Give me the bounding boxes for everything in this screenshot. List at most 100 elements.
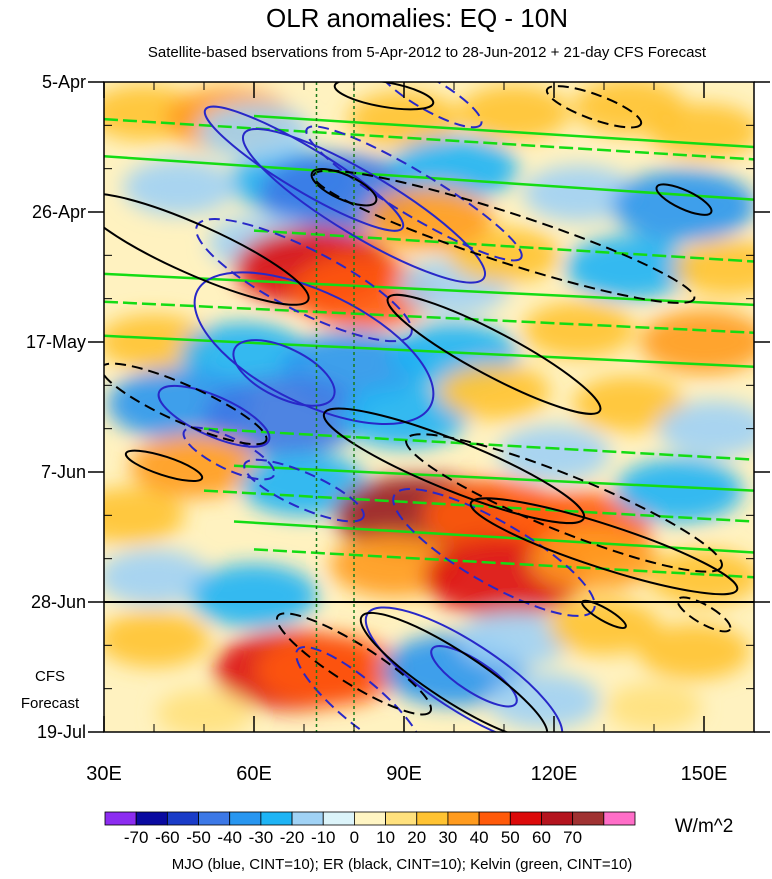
chart-subtitle: Satellite-based bservations from 5-Apr-2…: [148, 44, 707, 61]
anomaly-blob-36: [615, 458, 743, 523]
anomaly-blob-47: [458, 611, 570, 668]
anomaly-blob-39: [530, 526, 658, 591]
mjo-contour-12: [375, 82, 483, 129]
colorbar-box-9: [385, 811, 418, 826]
anomaly-blob-50: [488, 673, 600, 730]
y-tick-label-2: 17-May: [26, 332, 86, 352]
y-tick-label-0: 5-Apr: [42, 72, 86, 92]
contour-legend-footer: MJO (blue, CINT=10); ER (black, CINT=10)…: [172, 856, 633, 873]
anomaly-blob-49: [638, 623, 750, 680]
reference-lines: [315, 82, 355, 732]
mjo-contours: [157, 82, 596, 732]
colorbar-box-2: [166, 811, 199, 826]
mjo-contour-10: [392, 488, 596, 617]
anomaly-blob-41: [104, 549, 210, 606]
anomaly-blob-45: [257, 634, 401, 707]
mjo-contour-1: [241, 127, 487, 284]
er-contours: [104, 82, 739, 732]
anomaly-blob-48: [548, 598, 660, 655]
anomaly-blob-53: [365, 186, 493, 251]
anomaly-blob-19: [180, 322, 308, 387]
colorbar-box-7: [322, 811, 355, 826]
colorbar-box-10: [416, 811, 449, 826]
anomaly-blob-23: [640, 310, 754, 374]
anomaly-blob-29: [658, 400, 754, 457]
anomaly-blob-56: [104, 487, 185, 544]
y-tick-label-3: 7-Jun: [41, 462, 86, 482]
colorbar-box-4: [229, 811, 262, 826]
kelvin-contour-3: [253, 229, 754, 263]
kelvin-contour-8: [233, 464, 754, 492]
x-tick-label-2: 90E: [386, 763, 422, 785]
colorbar-label-3: -40: [217, 828, 242, 847]
colorbar: -70 -60 -50 -40 -30 -20 -10 0 10 20 30 40 50 60 70: [104, 811, 636, 847]
anomaly-blob-51: [156, 689, 252, 732]
colorbar-label-1: -60: [155, 828, 180, 847]
er-contour-1: [310, 168, 378, 207]
mjo-contour-6: [430, 645, 518, 708]
anomaly-blob-5: [648, 103, 754, 160]
er-contour-15: [676, 596, 732, 633]
kelvin-contour-2: [253, 114, 754, 149]
colorbar-label-11: 40: [470, 828, 489, 847]
colorbar-label-14: 70: [563, 828, 582, 847]
mjo-contour-11: [295, 646, 423, 732]
colorbar-box-8: [354, 811, 386, 826]
forecast-label-line-1: CFS: [35, 668, 65, 685]
mjo-contour-4: [157, 384, 271, 448]
mjo-contour-0: [203, 105, 405, 232]
mjo-contour-7: [195, 218, 413, 343]
anomaly-blob-57: [673, 239, 754, 296]
y-tick-label-1: 26-Apr: [32, 202, 86, 222]
plot-frame: [103, 81, 755, 733]
colorbar-box-14: [541, 811, 574, 826]
er-contour-12: [405, 433, 723, 573]
er-contour-3: [386, 293, 602, 415]
anomaly-blob-10: [523, 165, 635, 222]
colorbar-box-5: [260, 811, 293, 826]
colorbar-label-8: 10: [376, 828, 395, 847]
x-tick-label-1: 60E: [236, 763, 272, 785]
er-contour-14: [545, 85, 643, 129]
kelvin-contour-4: [104, 272, 754, 307]
colorbar-box-15: [572, 811, 605, 826]
colorbar-box-11: [447, 811, 480, 826]
anomaly-blob-14: [292, 256, 436, 329]
mjo-contour-9: [243, 458, 365, 523]
anomaly-blob-8: [123, 159, 235, 216]
y-tick-label-4: 28-Jun: [31, 592, 86, 612]
er-contour-13: [275, 612, 433, 716]
x-tick-label-0: 30E: [86, 763, 122, 785]
anomaly-blob-54: [198, 103, 310, 160]
anomaly-field: [104, 82, 754, 732]
anomaly-blob-42: [190, 563, 318, 628]
colorbar-label-12: 50: [501, 828, 520, 847]
anomaly-blob-52: [606, 683, 702, 732]
anomaly-blob-28: [573, 375, 685, 432]
chart-title: OLR anomalies: EQ - 10N: [266, 3, 568, 33]
er-contour-8: [655, 183, 713, 216]
colorbar-label-5: -20: [280, 828, 305, 847]
colorbar-box-13: [509, 811, 542, 826]
mjo-contour-3: [232, 339, 336, 407]
colorbar-box-0: [104, 811, 137, 826]
er-contour-5: [469, 497, 739, 596]
colorbar-label-2: -50: [186, 828, 211, 847]
colorbar-box-1: [135, 811, 168, 826]
colorbar-label-9: 20: [407, 828, 426, 847]
colorbar-box-3: [198, 811, 231, 826]
y-tick-label-5: 19-Jul: [37, 722, 86, 742]
mjo-contour-8: [305, 125, 523, 262]
colorbar-label-10: 30: [438, 828, 457, 847]
colorbar-label-0: -70: [124, 828, 149, 847]
er-contour-7: [124, 449, 204, 483]
er-contour-6: [359, 611, 549, 732]
kelvin-contour-10: [233, 520, 754, 554]
colorbar-box-12: [478, 811, 511, 826]
mjo-contour-2: [193, 271, 435, 426]
anomaly-blob-9: [390, 136, 518, 201]
anomaly-blob-40: [648, 549, 754, 606]
er-contour-11: [104, 362, 268, 446]
anomaly-blob-3: [458, 84, 570, 141]
